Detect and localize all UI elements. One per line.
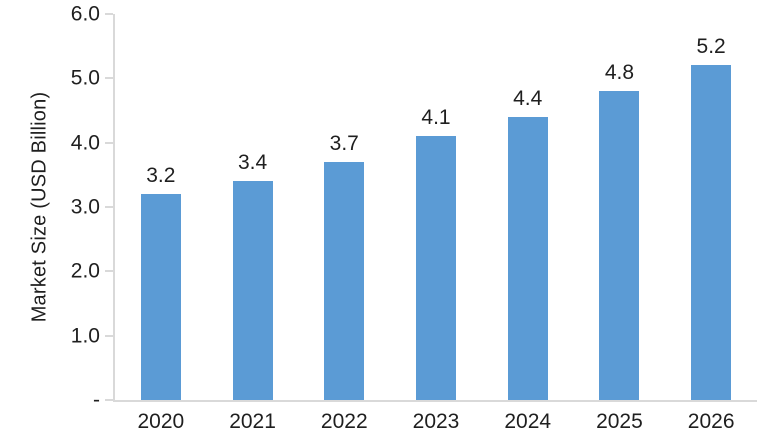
x-axis-tick-label: 2023 [412,410,460,433]
bar-value-label: 4.1 [421,106,451,130]
x-axis-tick-label: 2020 [137,410,185,433]
bar-value-label: 3.4 [237,151,268,175]
x-axis-tick-label: 2022 [320,410,368,433]
x-axis-line [113,400,757,402]
bar-2022 [324,161,365,400]
y-axis-tick [105,77,113,80]
y-axis-tick-label: 3.0 [70,195,100,219]
y-axis-tick [105,270,113,273]
bar-value-label: 5.2 [696,35,726,59]
x-axis-tick-label: 2024 [504,410,552,433]
y-axis-tick-label: 2.0 [70,259,100,283]
bar-value-label: 3.2 [146,164,176,188]
bar-2021 [232,181,273,400]
y-axis-tick-label: 5.0 [70,66,100,90]
x-axis-tick-label: 2025 [596,410,643,433]
y-axis-tick [105,13,113,15]
y-axis-tick-label: - [93,388,100,412]
y-axis-tick-label: 4.0 [70,131,100,155]
bar-value-label: 3.7 [329,131,359,155]
bar-2025 [599,91,640,400]
bar-2024 [507,116,548,400]
plot-area: - 1.0 2.0 3.0 4.0 5.0 6.0 3.2 2020 3.4 2021 3.7 2022… [71,4,757,433]
y-axis-tick-label: 6.0 [70,2,100,26]
x-axis-tick-label: 2026 [687,410,735,433]
bar-2023 [416,136,456,400]
y-axis-tick [105,334,113,337]
bar-2020 [140,194,181,400]
y-axis-tick-label: 1.0 [70,324,100,348]
bar-value-label: 4.4 [513,86,543,110]
x-axis-tick-label: 2021 [229,410,276,433]
y-axis-tick [105,206,113,208]
bar-value-label: 4.8 [604,61,635,85]
y-axis-tick [105,399,113,401]
y-axis-tick [105,141,113,144]
y-axis-line [113,14,115,400]
bar-2026 [691,65,732,400]
